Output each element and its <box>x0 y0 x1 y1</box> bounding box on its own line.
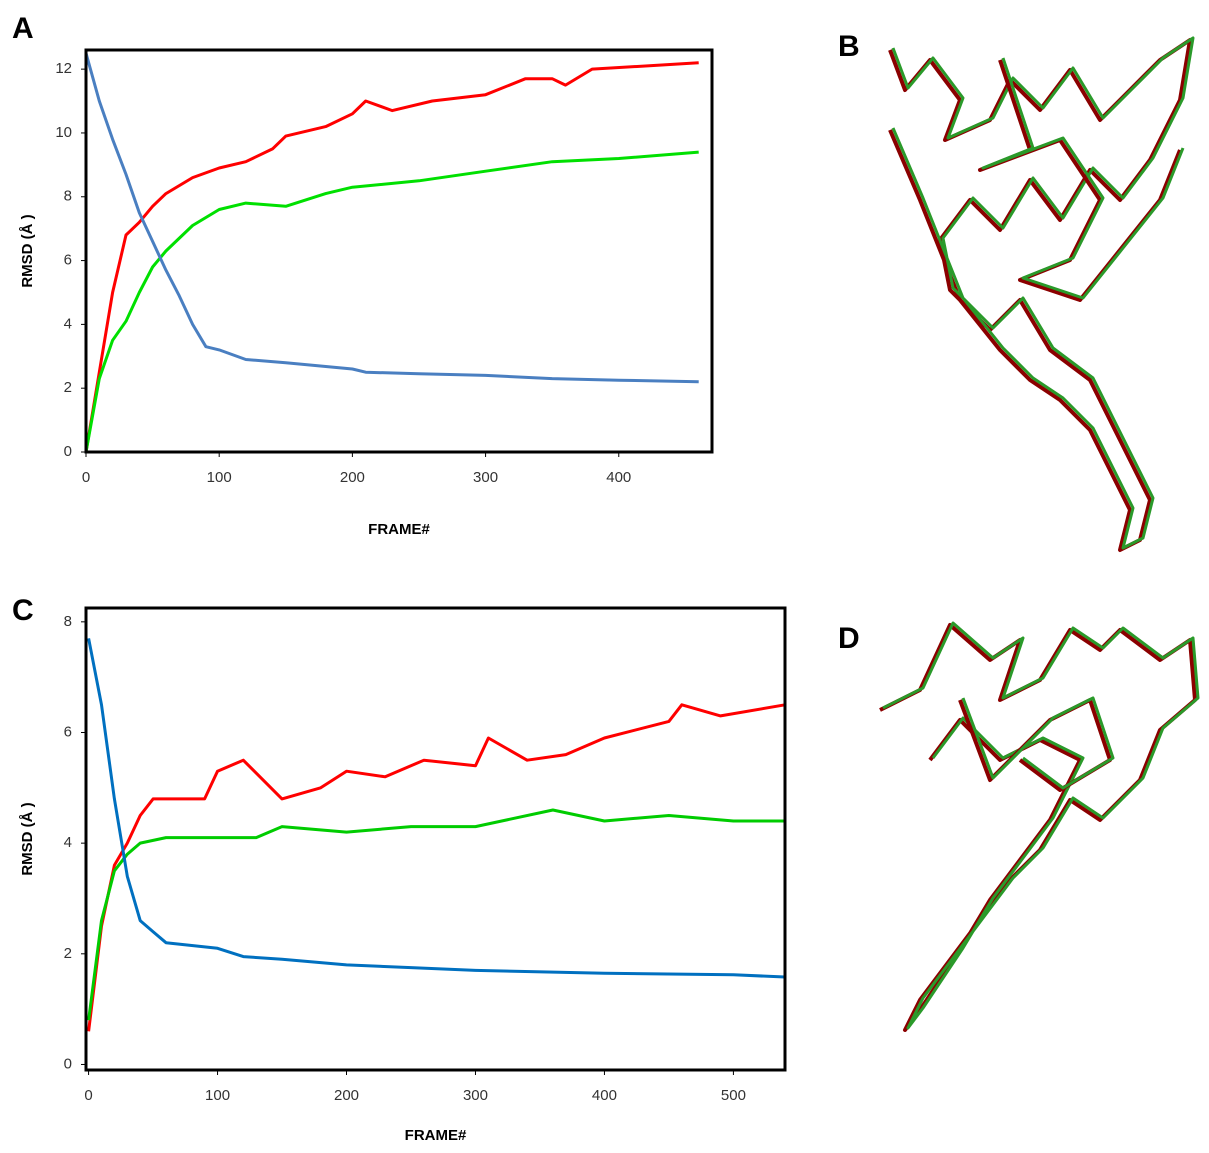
panel-label: A <box>12 12 34 45</box>
y-tick-label: 2 <box>64 945 72 962</box>
y-tick-label: 12 <box>55 60 72 77</box>
x-tick-label: 0 <box>84 1087 92 1104</box>
y-tick-label: 10 <box>55 124 72 141</box>
y-tick-label: 4 <box>64 834 72 851</box>
panel-label: B <box>838 30 860 63</box>
y-tick-label: 2 <box>64 379 72 396</box>
x-tick-label: 200 <box>340 469 365 486</box>
x-tick-label: 100 <box>207 469 232 486</box>
plot-frame <box>84 48 714 454</box>
structure-b <box>888 36 1195 552</box>
data-line <box>84 61 699 453</box>
data-line <box>84 150 699 453</box>
x-tick-label: 300 <box>473 469 498 486</box>
data-line <box>87 808 785 1021</box>
y-tick-label: 0 <box>64 443 72 460</box>
y-axis-label: RMSD (Å ) <box>19 802 36 875</box>
x-tick-label: 500 <box>721 1087 746 1104</box>
data-line <box>87 703 786 1032</box>
panel-label: C <box>12 594 34 627</box>
y-tick-label: 8 <box>64 188 72 205</box>
y-tick-label: 6 <box>64 723 72 740</box>
structure-d <box>879 621 1200 1032</box>
y-tick-label: 8 <box>64 613 72 630</box>
x-axis-label: FRAME# <box>405 1127 467 1144</box>
data-line <box>87 638 786 979</box>
plot-frame <box>84 606 787 1072</box>
x-tick-label: 100 <box>205 1087 230 1104</box>
panel-label: D <box>838 622 860 655</box>
x-tick-label: 400 <box>606 469 631 486</box>
y-tick-label: 0 <box>64 1055 72 1072</box>
data-line <box>84 52 699 384</box>
x-tick-label: 0 <box>82 469 90 486</box>
y-axis-label: RMSD (Å ) <box>19 214 36 287</box>
y-tick-label: 4 <box>64 315 72 332</box>
x-tick-label: 300 <box>463 1087 488 1104</box>
x-tick-label: 400 <box>592 1087 617 1104</box>
y-tick-label: 6 <box>64 252 72 269</box>
x-axis-label: FRAME# <box>368 521 430 538</box>
x-tick-label: 200 <box>334 1087 359 1104</box>
